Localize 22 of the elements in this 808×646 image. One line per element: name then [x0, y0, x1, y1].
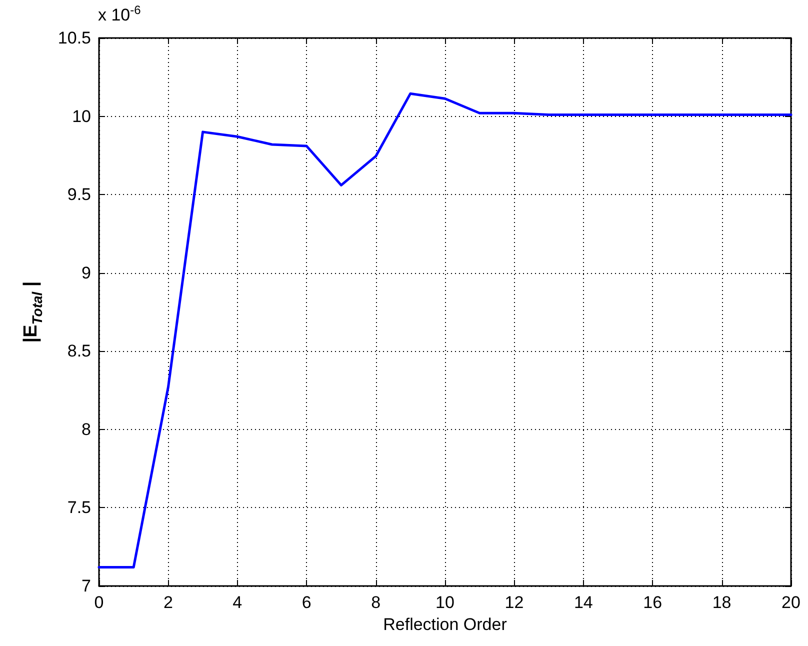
x-tick-label: 16: [643, 593, 662, 612]
x-tick-label: 18: [712, 593, 732, 612]
y-tick-label: 10: [72, 106, 91, 126]
x-tick-label: 6: [302, 593, 312, 612]
y-tick-label: 8: [82, 420, 91, 439]
x-tick-label: 14: [574, 593, 593, 612]
y-tick-label: 8.5: [67, 342, 91, 361]
x-tick-label: 4: [232, 593, 242, 612]
y-tick-label: 7: [82, 576, 91, 596]
y-tick-label: 9.5: [67, 185, 91, 204]
y-tick-label: 7.5: [67, 498, 91, 518]
x-tick-label: 8: [371, 593, 381, 612]
x-tick-label: 2: [163, 593, 173, 612]
y-axis-title: |ETotal |: [20, 281, 45, 343]
line-series: [98, 92, 792, 568]
x-tick-label: 10: [436, 593, 454, 612]
y-tick-label: 9: [82, 263, 91, 282]
x-tick-label: 0: [94, 593, 104, 612]
x-axis-title: Reflection Order: [383, 615, 508, 634]
x-tick-label: 12: [504, 593, 524, 612]
y-tick-label: 10.5: [58, 28, 91, 48]
x-tick-label: 20: [782, 593, 800, 612]
